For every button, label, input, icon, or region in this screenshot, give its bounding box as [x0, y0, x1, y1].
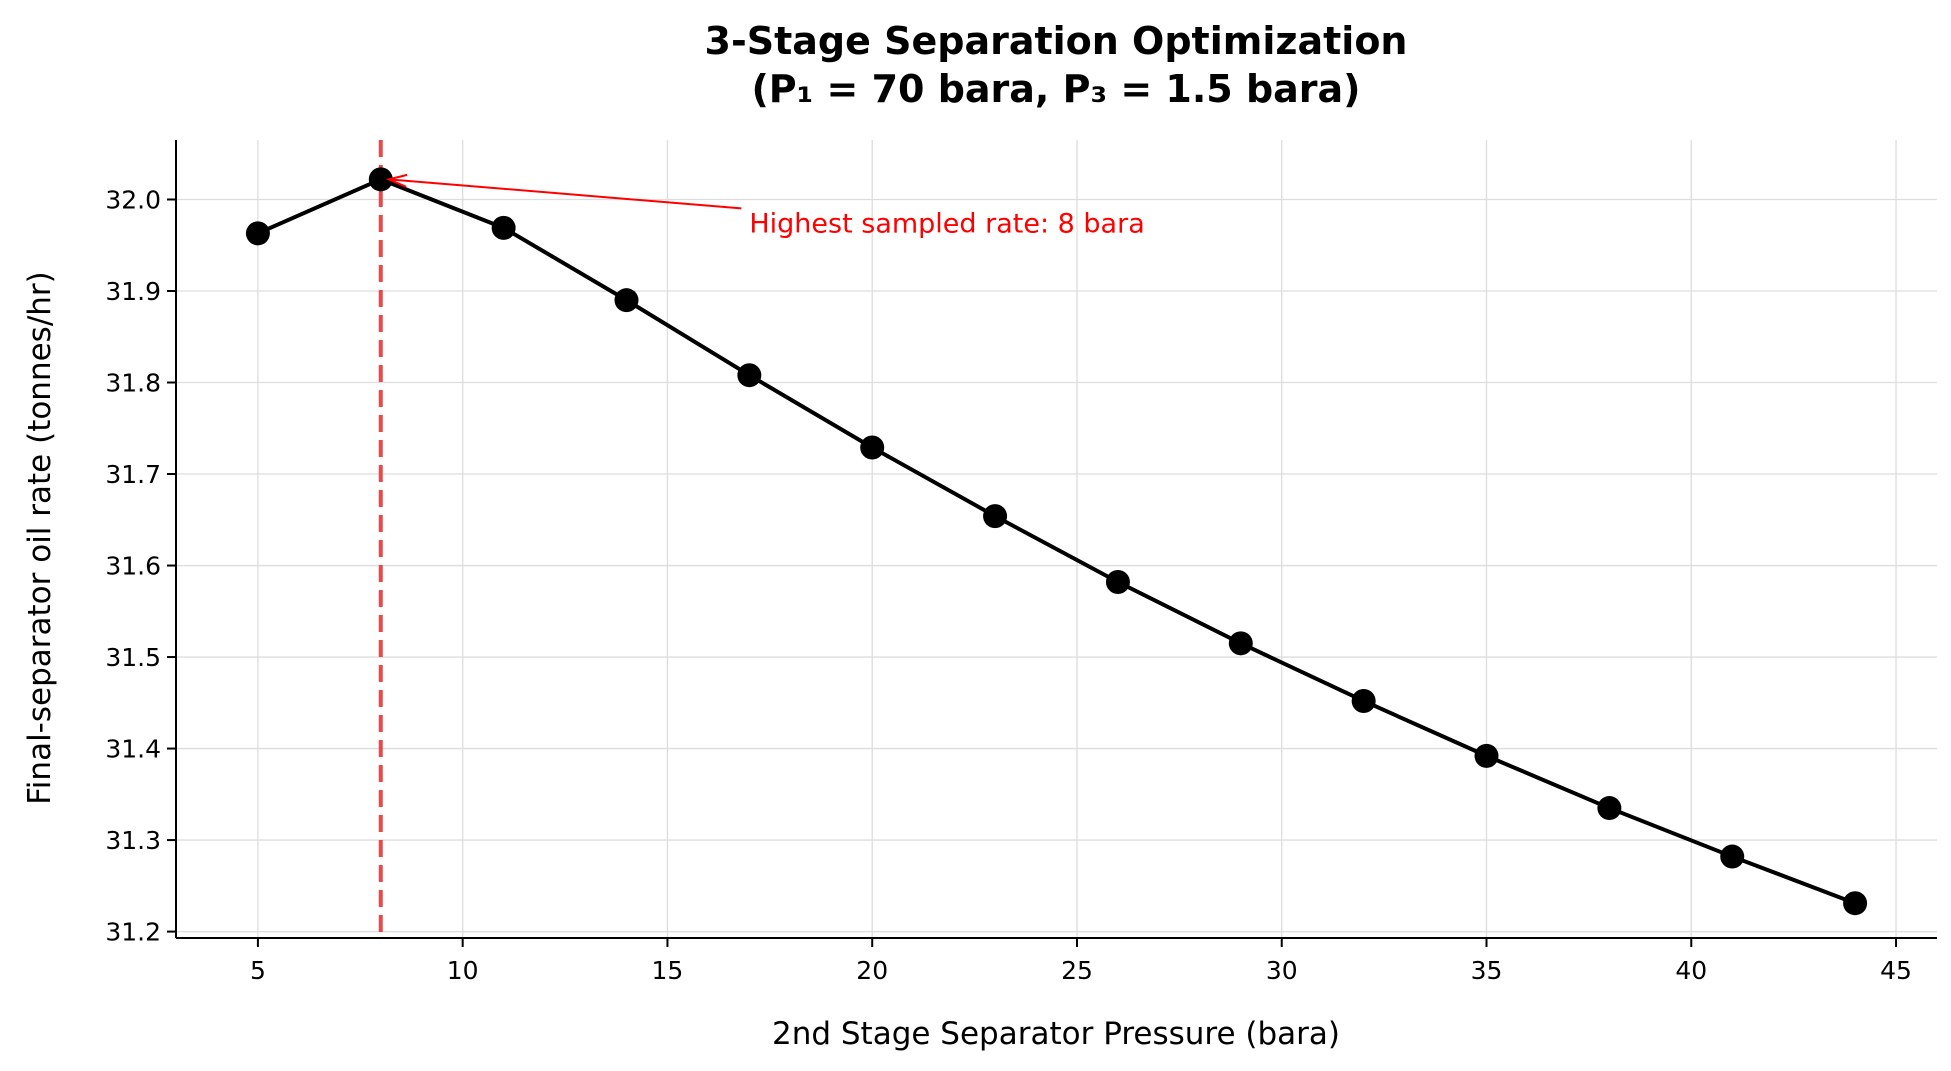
x-tick-label: 40: [1675, 956, 1707, 985]
data-point: [1843, 891, 1868, 916]
data-point: [1351, 688, 1376, 713]
x-tick-label: 25: [1061, 956, 1093, 985]
y-tick-label: 31.9: [105, 277, 161, 306]
annotation-text: Highest sampled rate: 8 bara: [749, 208, 1144, 239]
x-tick-label: 15: [652, 956, 684, 985]
data-point: [245, 221, 270, 246]
data-point: [368, 167, 393, 192]
y-axis-label: Final-separator oil rate (tonnes/hr): [22, 271, 58, 805]
x-tick-label: 20: [856, 956, 888, 985]
data-point: [983, 504, 1008, 529]
data-point: [737, 363, 762, 388]
annotation-arrowhead: [385, 173, 408, 188]
data-point: [491, 215, 516, 240]
x-tick-label: 35: [1471, 956, 1503, 985]
data-point: [1474, 743, 1499, 768]
data-point: [860, 435, 885, 460]
x-tick-label: 45: [1880, 956, 1912, 985]
y-tick-label: 31.2: [105, 918, 161, 947]
data-point: [1597, 796, 1622, 821]
ticks: 5 10 15 20 25 30 35 40 45 31.2 31.3 31.4 31.5 31.6 31.…: [105, 185, 1912, 985]
y-tick-label: 31.8: [105, 369, 161, 398]
y-tick-label: 32.0: [105, 185, 161, 214]
data-point: [1720, 844, 1745, 869]
data-point: [1105, 570, 1130, 595]
axes: [175, 140, 1937, 939]
annotation-arrow: [388, 178, 742, 210]
grid: [176, 140, 1937, 938]
y-tick-label: 31.5: [105, 643, 161, 672]
series-line: [257, 177, 1856, 906]
x-tick-label: 5: [250, 956, 266, 985]
y-tick-label: 31.4: [105, 735, 161, 764]
x-axis-label: 2nd Stage Separator Pressure (bara): [772, 1016, 1340, 1052]
data-point: [614, 288, 639, 313]
y-tick-label: 31.7: [105, 460, 161, 489]
annotation: Highest sampled rate: 8 bara: [385, 173, 1145, 239]
y-tick-label: 31.6: [105, 552, 161, 581]
x-tick-label: 10: [447, 956, 479, 985]
x-tick-label: 30: [1266, 956, 1298, 985]
data-point: [1228, 631, 1253, 656]
chart-title: 3-Stage Separation Optimization: [705, 19, 1408, 63]
y-tick-label: 31.3: [105, 826, 161, 855]
chart-subtitle: (P₁ = 70 bara, P₃ = 1.5 bara): [751, 67, 1360, 111]
series: [245, 167, 1868, 916]
